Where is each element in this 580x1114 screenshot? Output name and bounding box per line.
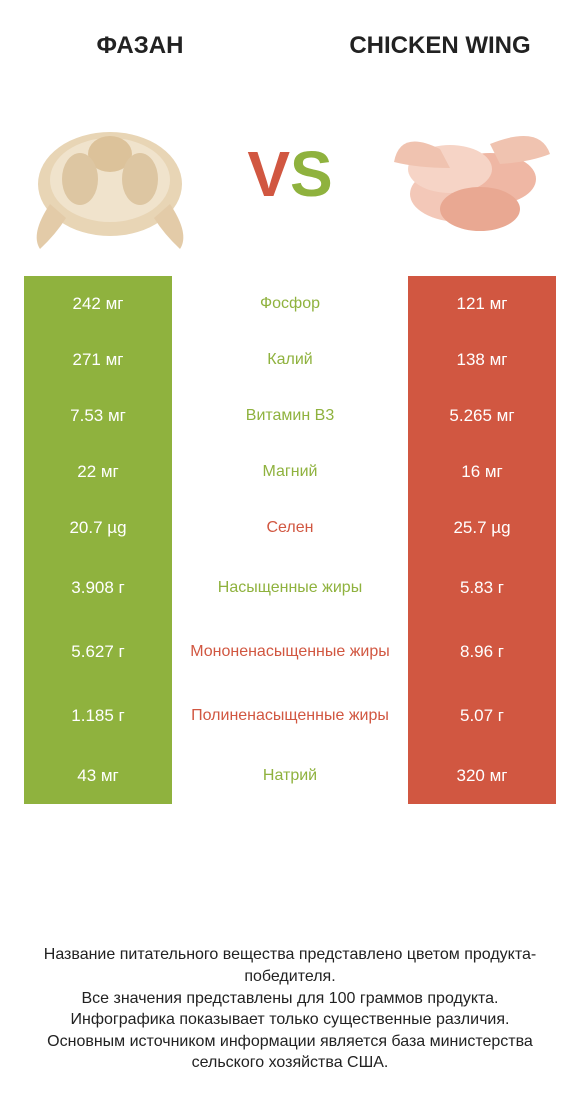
nutrient-label: Полиненасыщенные жиры [172, 684, 408, 748]
nutrient-label: Натрий [172, 748, 408, 804]
nutrient-table: 242 мгФосфор121 мг271 мгКалий138 мг7.53 … [0, 276, 580, 804]
table-row: 43 мгНатрий320 мг [24, 748, 556, 804]
footnote-line: Инфографика показывает только существенн… [26, 1009, 554, 1031]
table-row: 271 мгКалий138 мг [24, 332, 556, 388]
title-left: ФАЗАН [30, 33, 250, 58]
nutrient-label: Фосфор [172, 276, 408, 332]
value-right: 138 мг [408, 332, 556, 388]
title-right: CHICKEN WING [330, 33, 550, 58]
value-left: 20.7 µg [24, 500, 172, 556]
value-left: 271 мг [24, 332, 172, 388]
nutrient-label: Насыщенные жиры [172, 556, 408, 620]
comparison-header: ФАЗАН CHICKEN WING [0, 0, 580, 76]
table-row: 7.53 мгВитамин B35.265 мг [24, 388, 556, 444]
table-row: 242 мгФосфор121 мг [24, 276, 556, 332]
table-row: 20.7 µgСелен25.7 µg [24, 500, 556, 556]
table-row: 1.185 гПолиненасыщенные жиры5.07 г [24, 684, 556, 748]
value-right: 320 мг [408, 748, 556, 804]
value-right: 8.96 г [408, 620, 556, 684]
value-right: 5.07 г [408, 684, 556, 748]
vs-v: V [247, 138, 290, 210]
footnote: Название питательного вещества представл… [0, 944, 580, 1074]
footnote-line: Все значения представлены для 100 граммо… [26, 988, 554, 1010]
table-row: 5.627 гМононенасыщенные жиры8.96 г [24, 620, 556, 684]
hero-row: VS [0, 76, 580, 276]
vs-s: S [290, 138, 333, 210]
hero-image-right [370, 84, 570, 264]
value-left: 1.185 г [24, 684, 172, 748]
footnote-line: Основным источником информации является … [26, 1031, 554, 1074]
footnote-line: Название питательного вещества представл… [26, 944, 554, 987]
nutrient-label: Мононенасыщенные жиры [172, 620, 408, 684]
value-left: 43 мг [24, 748, 172, 804]
nutrient-label: Селен [172, 500, 408, 556]
value-right: 5.83 г [408, 556, 556, 620]
value-right: 5.265 мг [408, 388, 556, 444]
nutrient-label: Калий [172, 332, 408, 388]
value-left: 7.53 мг [24, 388, 172, 444]
nutrient-label: Витамин B3 [172, 388, 408, 444]
value-left: 242 мг [24, 276, 172, 332]
value-left: 5.627 г [24, 620, 172, 684]
table-row: 22 мгМагний16 мг [24, 444, 556, 500]
value-right: 16 мг [408, 444, 556, 500]
hero-image-left [10, 84, 210, 264]
nutrient-label: Магний [172, 444, 408, 500]
value-left: 22 мг [24, 444, 172, 500]
vs-label: VS [243, 142, 336, 206]
value-right: 121 мг [408, 276, 556, 332]
value-left: 3.908 г [24, 556, 172, 620]
value-right: 25.7 µg [408, 500, 556, 556]
table-row: 3.908 гНасыщенные жиры5.83 г [24, 556, 556, 620]
